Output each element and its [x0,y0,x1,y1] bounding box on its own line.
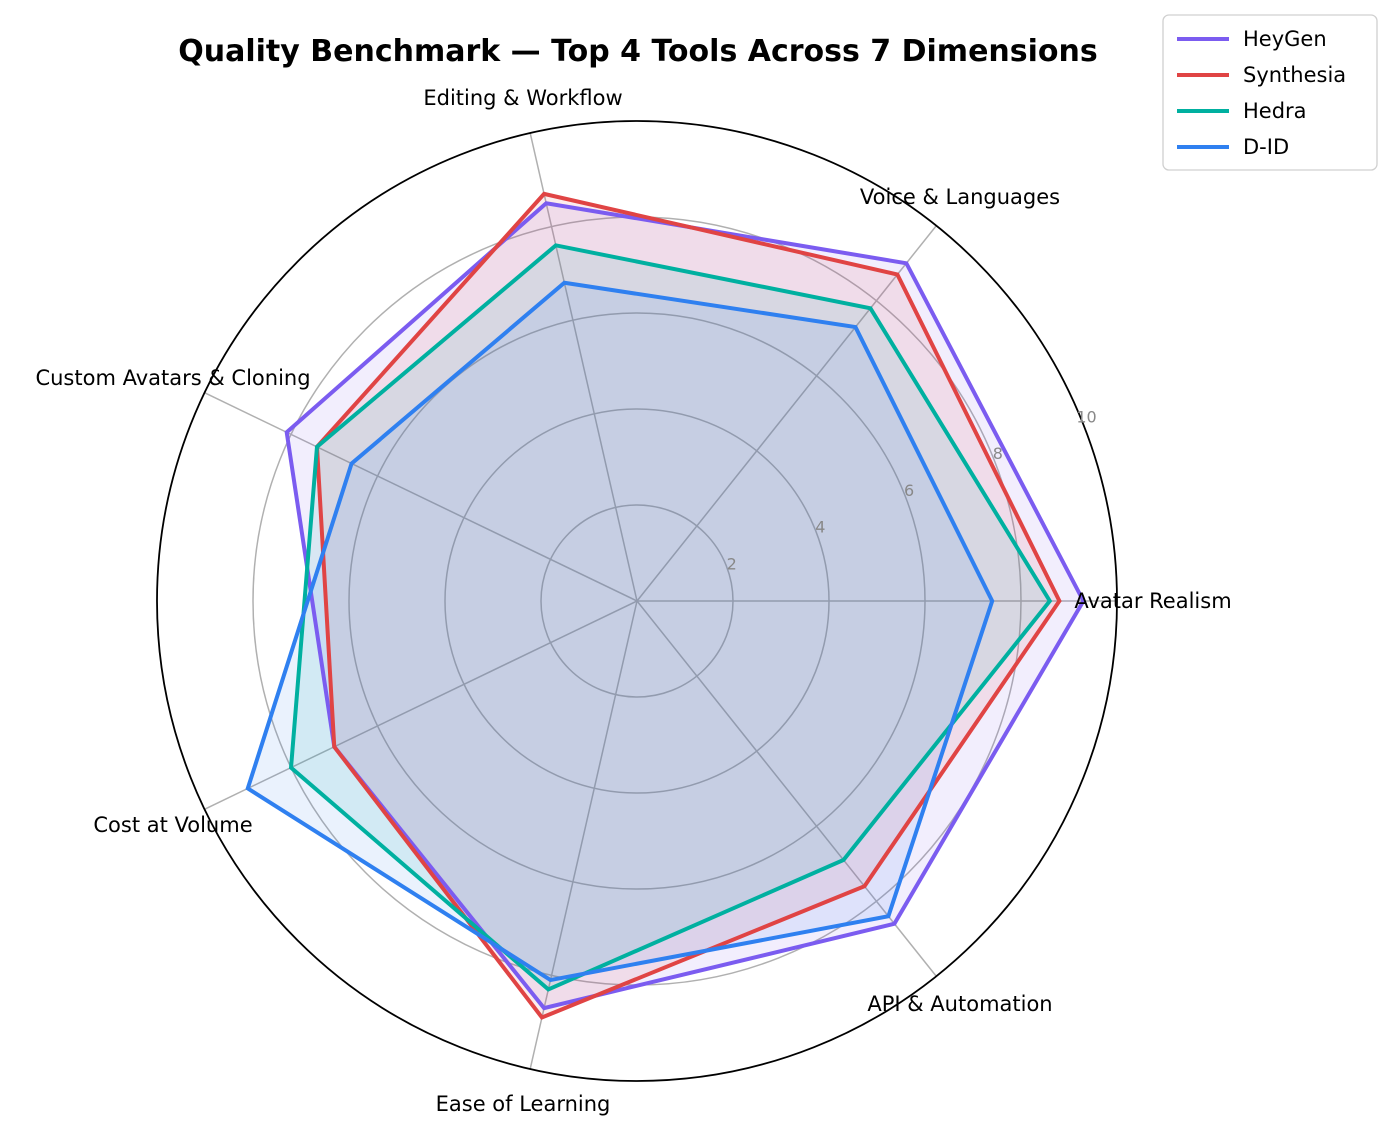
axis-labels: Avatar Realism Voice & Languages Editing &… [35,86,1231,1116]
series-fills [247,193,1084,1018]
chart-title: Quality Benchmark — Top 4 Tools Across 7… [178,34,1097,69]
legend-label: D-ID [1243,135,1289,159]
radial-tick-label: 6 [904,481,914,500]
series-fill-d-id [247,282,993,981]
radial-tick-label: 2 [727,554,737,573]
axis-label: Voice & Languages [860,185,1060,209]
series-fill-synthesia [316,193,1060,1018]
radial-tick-label: 10 [1076,407,1096,426]
series-fill-hedra [291,245,1050,990]
grid-spoke [529,132,638,602]
grid-spoke [636,600,937,977]
legend-label: Synthesia [1243,63,1346,87]
axis-label: Avatar Realism [1074,589,1231,613]
axis-label: Custom Avatars & Cloning [35,366,310,390]
grid-spoke [204,392,638,602]
legend-frame [1162,14,1378,171]
series-line-synthesia [314,191,1062,1020]
axis-label: Ease of Learning [436,1092,611,1116]
grid-spoke [204,600,638,810]
outer-frame [156,120,1118,1082]
radial-tick-label: 8 [993,444,1003,463]
axis-label: API & Automation [867,992,1052,1016]
axis-label: Cost at Volume [93,813,252,837]
series-lines [245,191,1086,1020]
legend-label: HeyGen [1243,27,1327,51]
radial-tick-labels: 2 4 6 8 10 [727,407,1097,573]
legend: HeyGen Synthesia Hedra D-ID [1162,14,1378,171]
grid-spoke [636,225,937,602]
series-line-d-id [245,280,995,983]
radial-tick-label: 4 [815,518,825,537]
axis-label: Editing & Workflow [423,86,622,110]
legend-label: Hedra [1243,99,1307,123]
